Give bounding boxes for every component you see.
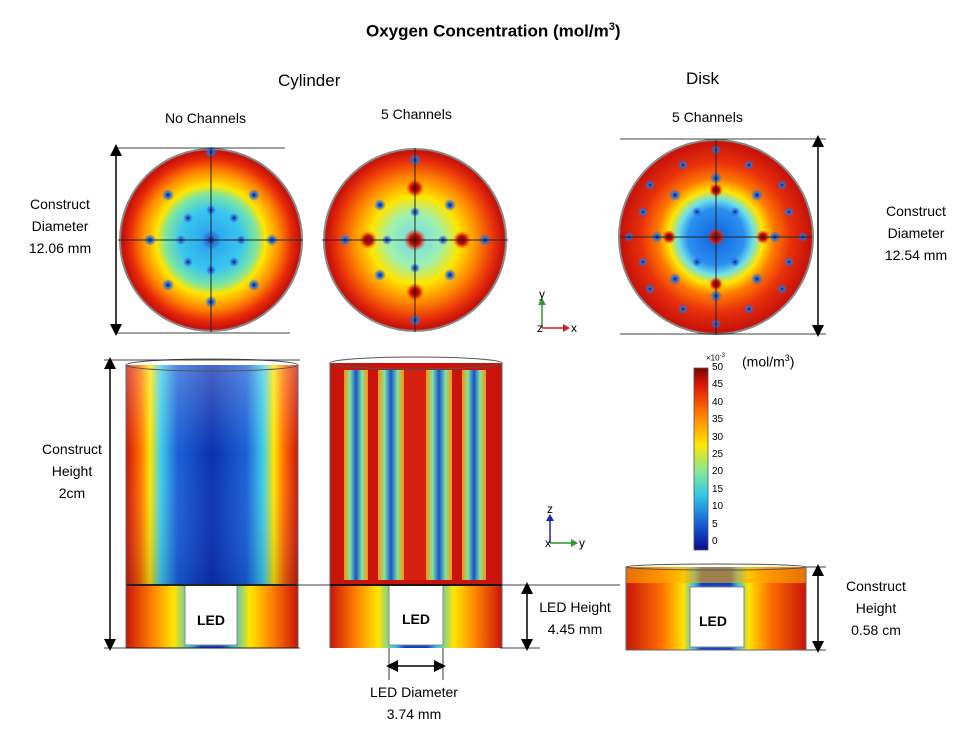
- header-cylinder: Cylinder: [278, 71, 341, 90]
- annotation-cylinder-height: Construct Height 2cm: [42, 441, 102, 501]
- colorbar-tick-label: 40: [712, 396, 724, 408]
- colorbar-unit: (mol/m3): [742, 353, 795, 370]
- colorbar-tick-label: 0: [712, 536, 718, 547]
- top-view-five-channels-disk: [618, 139, 814, 335]
- annotation-cylinder-diameter: Construct Diameter 12.06 mm: [28, 196, 92, 256]
- axis-label-z-top: z: [537, 321, 543, 335]
- header-disk: Disk: [686, 69, 720, 88]
- axis-label-x-top: x: [571, 321, 577, 335]
- colorbar-tick-label: 50: [712, 362, 724, 373]
- colorbar-tick-label: 10: [712, 501, 724, 513]
- axis-label-y-top: y: [539, 287, 545, 301]
- axis-label-x-side: x: [545, 536, 551, 550]
- colorbar-tick-label: 30: [712, 431, 724, 443]
- annotation-led-height: LED Height 4.45 mm: [539, 599, 611, 637]
- led-label-no-channels: LED: [197, 612, 225, 628]
- annotation-led-diameter: LED Diameter 3.74 mm: [370, 684, 458, 722]
- top-view-no-channels: [118, 146, 303, 332]
- annotation-disk-height: Construct Height 0.58 cm: [846, 578, 906, 638]
- annotation-disk-diameter: Construct Diameter 12.54 mm: [884, 203, 948, 263]
- subheader-no-channels: No Channels: [165, 110, 246, 126]
- subheader-five-channels-cylinder: 5 Channels: [381, 106, 452, 122]
- side-view-five-channels-disk: [625, 563, 807, 651]
- colorbar-tick-label: 45: [712, 379, 724, 391]
- colorbar-tick-label: 20: [712, 466, 724, 478]
- figure-title: Oxygen Concentration (mol/m3): [366, 21, 621, 41]
- side-view-five-channels-cylinder: [329, 356, 503, 648]
- colorbar-tick-label: 35: [712, 414, 724, 426]
- colorbar-tick-label: 25: [712, 449, 724, 460]
- side-view-no-channels: [125, 358, 299, 649]
- axis-triad-top: [538, 298, 570, 332]
- colorbar-tick-label: 15: [712, 483, 724, 495]
- axis-label-y-side: y: [579, 536, 585, 550]
- colorbar-gradient: [693, 367, 709, 551]
- led-label-five-channels: LED: [402, 611, 430, 627]
- axis-triad-side: [546, 514, 578, 547]
- colorbar-tick-label: 5: [712, 518, 718, 530]
- dimension-arrows: [104, 135, 826, 680]
- top-view-five-channels-cylinder: [322, 148, 508, 332]
- led-label-disk: LED: [699, 613, 727, 629]
- axis-label-z-side: z: [547, 502, 553, 516]
- colorbar-scale: ×10-3: [706, 353, 725, 363]
- subheader-five-channels-disk: 5 Channels: [672, 109, 743, 125]
